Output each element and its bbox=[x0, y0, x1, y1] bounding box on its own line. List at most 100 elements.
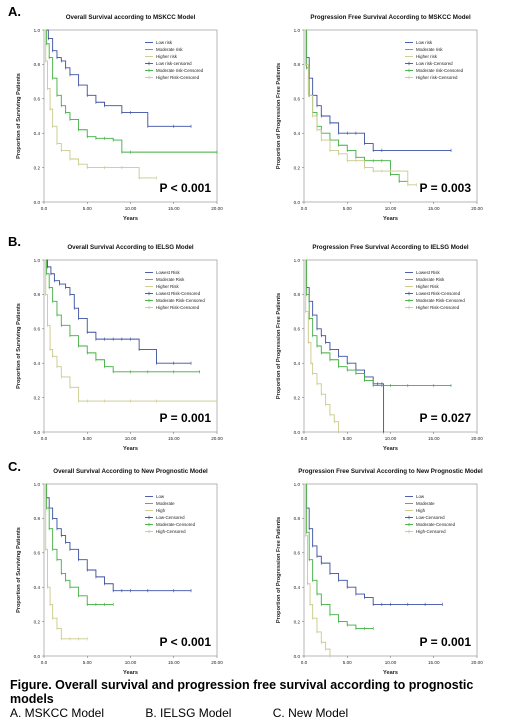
x-tick-label: 0.0 bbox=[301, 206, 308, 211]
x-axis-label: Years bbox=[123, 216, 138, 222]
y-tick-label: 1.0 bbox=[34, 28, 41, 33]
p-value: P = 0.001 bbox=[160, 411, 212, 425]
series-line-2 bbox=[44, 483, 114, 605]
x-tick-label: 0.0 bbox=[41, 436, 48, 441]
legend-label: High-Censored bbox=[416, 529, 446, 534]
y-tick-label: 1.0 bbox=[34, 482, 41, 487]
x-tick-label: 15.00 bbox=[168, 436, 180, 441]
x-axis-label: Years bbox=[383, 216, 398, 222]
legend-label: Lowest Risk bbox=[416, 270, 440, 275]
chart-pfs-mskcc: Progression Free Survival According to M… bbox=[262, 6, 520, 226]
series-line-1 bbox=[44, 259, 192, 364]
x-tick-label: 20.00 bbox=[211, 436, 223, 441]
chart-os-ielsg: Overall Survival According to IELSG Mode… bbox=[2, 236, 262, 456]
x-tick-label: 5.00 bbox=[343, 436, 352, 441]
p-value: P = 0.003 bbox=[420, 181, 472, 195]
y-tick-label: 1.0 bbox=[34, 258, 41, 263]
x-axis-label: Years bbox=[123, 446, 138, 452]
legend-label: Moderate Risk bbox=[156, 277, 185, 282]
y-tick-label: 1.0 bbox=[294, 258, 301, 263]
x-tick-label: 15.00 bbox=[428, 206, 440, 211]
x-tick-label: 10.00 bbox=[385, 206, 397, 211]
x-axis-label: Years bbox=[123, 670, 138, 676]
legend-label: Low risk bbox=[156, 40, 173, 45]
legend-label: Higher risk bbox=[156, 54, 178, 59]
legend-label: Low bbox=[416, 494, 425, 499]
plot-frame bbox=[43, 483, 218, 657]
legend-label: Lowest Risk bbox=[156, 270, 180, 275]
legend-label: Moderate-Censored bbox=[416, 522, 456, 527]
chart-svg: Overall Survival According to New Progno… bbox=[16, 468, 223, 676]
model-label-c: C. New Model bbox=[272, 706, 349, 720]
y-axis-label: Proportion of Progression Free Patients bbox=[276, 517, 282, 623]
series-line-3 bbox=[44, 259, 217, 402]
series-line-2 bbox=[304, 259, 452, 387]
x-tick-label: 5.00 bbox=[83, 660, 92, 665]
y-tick-label: 0.0 bbox=[34, 430, 41, 435]
series-line-2 bbox=[304, 483, 374, 629]
x-tick-label: 5.00 bbox=[83, 206, 92, 211]
chart-title: Overall Survival According to IELSG Mode… bbox=[67, 244, 194, 251]
y-tick-label: 0.6 bbox=[294, 551, 301, 556]
y-axis-label: Proportion of Surviving Patients bbox=[16, 303, 22, 389]
series-line-1 bbox=[304, 259, 385, 432]
p-value: P = 0.027 bbox=[420, 411, 472, 425]
y-axis-label: Proportion of Surviving Patients bbox=[16, 527, 22, 613]
y-tick-label: 0.2 bbox=[294, 619, 301, 624]
chart-svg: Progression Free Survival According to I… bbox=[276, 244, 483, 452]
x-tick-label: 15.00 bbox=[428, 436, 440, 441]
y-tick-label: 0.4 bbox=[34, 585, 41, 590]
x-tick-label: 20.00 bbox=[471, 436, 483, 441]
p-value: P < 0.001 bbox=[160, 181, 212, 195]
x-tick-label: 20.00 bbox=[471, 206, 483, 211]
y-tick-label: 0.6 bbox=[294, 327, 301, 332]
legend-label: Low risk bbox=[416, 40, 433, 45]
series-line-3 bbox=[44, 29, 157, 179]
chart-svg: Overall Survival According to IELSG Mode… bbox=[16, 244, 223, 452]
legend-label: Low risk-Censored bbox=[416, 61, 453, 66]
x-tick-label: 5.00 bbox=[343, 206, 352, 211]
legend-label: Higher Risk-Censored bbox=[156, 305, 200, 310]
y-tick-label: 0.6 bbox=[34, 551, 41, 556]
y-tick-label: 0.2 bbox=[34, 165, 41, 170]
y-tick-label: 0.0 bbox=[34, 200, 41, 205]
chart-title: Overall Survival according to MSKCC Mode… bbox=[66, 14, 196, 21]
legend-label: Higher risk-Censored bbox=[416, 75, 458, 80]
x-tick-label: 10.00 bbox=[125, 660, 137, 665]
chart-title: Progression Free Survival According to N… bbox=[298, 468, 483, 475]
chart-svg: Progression Free Survival According to M… bbox=[276, 14, 483, 222]
legend-label: High bbox=[416, 508, 426, 513]
panel-letter-a: A. bbox=[8, 4, 21, 19]
figure-caption: Figure. Overall survival and progression… bbox=[10, 678, 474, 706]
y-tick-label: 0.0 bbox=[294, 200, 301, 205]
x-tick-label: 0.0 bbox=[301, 436, 308, 441]
y-tick-label: 0.0 bbox=[34, 654, 41, 659]
y-tick-label: 0.4 bbox=[34, 361, 41, 366]
x-tick-label: 0.0 bbox=[41, 660, 48, 665]
x-tick-label: 15.00 bbox=[168, 660, 180, 665]
chart-pfs-ielsg: Progression Free Survival According to I… bbox=[262, 236, 520, 456]
x-tick-label: 10.00 bbox=[385, 660, 397, 665]
x-tick-label: 15.00 bbox=[168, 206, 180, 211]
y-tick-label: 0.2 bbox=[34, 619, 41, 624]
p-value: P = 0.001 bbox=[420, 635, 472, 649]
plot-frame bbox=[43, 259, 218, 433]
legend-label: High-Censored bbox=[156, 529, 186, 534]
panel-letter-b: B. bbox=[8, 234, 21, 249]
model-label-b: B. IELSG Model bbox=[145, 706, 232, 720]
x-tick-label: 10.00 bbox=[125, 436, 137, 441]
model-labels: A. MSKCC Model B. IELSG Model C. New Mod… bbox=[10, 706, 386, 720]
legend-label: Low risk-censored bbox=[156, 61, 192, 66]
y-axis-label: Proportion of Progression Free Patients bbox=[276, 293, 282, 399]
x-tick-label: 20.00 bbox=[211, 206, 223, 211]
legend-label: Low-Censored bbox=[156, 515, 185, 520]
y-tick-label: 0.6 bbox=[34, 327, 41, 332]
legend-label: Moderate Risk-Censored bbox=[416, 298, 465, 303]
legend-label: Moderate risk-Censored bbox=[156, 68, 204, 73]
y-tick-label: 0.4 bbox=[294, 361, 301, 366]
y-axis-label: Proportion of Surviving Patients bbox=[16, 73, 22, 159]
legend-label: Moderate risk bbox=[156, 47, 183, 52]
legend-label: Moderate bbox=[416, 501, 435, 506]
x-tick-label: 0.0 bbox=[301, 660, 308, 665]
y-tick-label: 0.0 bbox=[294, 430, 301, 435]
